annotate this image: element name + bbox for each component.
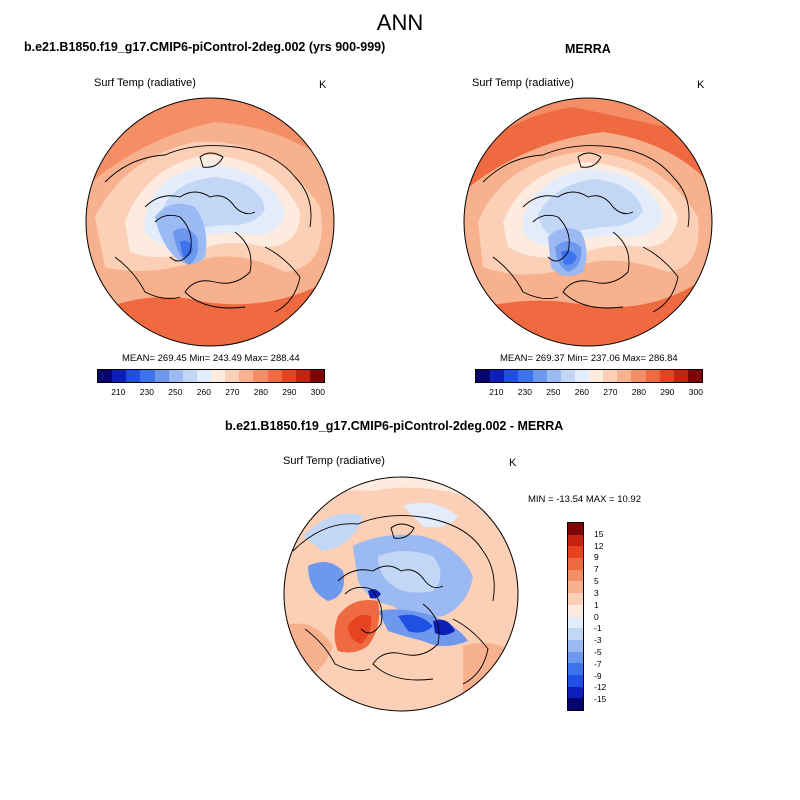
colorbar-tick-label: -3 bbox=[594, 635, 602, 646]
panel-obs-variable-label: Surf Temp (radiative) bbox=[472, 77, 574, 89]
colorbar-swatch bbox=[673, 370, 688, 382]
colorbar-swatch bbox=[225, 370, 240, 382]
panel-obs-units: K bbox=[697, 79, 705, 91]
colorbar-swatch bbox=[568, 558, 583, 570]
colorbar-swatch bbox=[568, 698, 583, 710]
panel-diff-colorbar bbox=[567, 522, 584, 711]
colorbar-swatch bbox=[568, 534, 583, 547]
colorbar-tick-label: -7 bbox=[594, 658, 602, 669]
colorbar-swatch bbox=[568, 581, 583, 594]
panel-obs-case-title: MERRA bbox=[565, 42, 611, 56]
colorbar-swatch bbox=[154, 370, 169, 382]
figure-title: ANN bbox=[376, 10, 424, 35]
colorbar-tick-label: 210 bbox=[489, 387, 504, 397]
panel-model-colorbar bbox=[97, 369, 325, 383]
colorbar-swatch bbox=[568, 616, 583, 629]
colorbar-swatch bbox=[568, 639, 583, 652]
colorbar-tick-label: 300 bbox=[688, 387, 703, 397]
colorbar-swatch bbox=[98, 370, 113, 382]
colorbar-tick-label: -1 bbox=[594, 623, 602, 634]
colorbar-tick-label: 260 bbox=[574, 387, 589, 397]
colorbar-swatch bbox=[490, 370, 505, 382]
colorbar-swatch bbox=[253, 370, 268, 382]
colorbar-swatch bbox=[532, 370, 547, 382]
colorbar-swatch bbox=[568, 674, 583, 687]
colorbar-swatch bbox=[568, 569, 583, 582]
colorbar-tick-label: 5 bbox=[594, 576, 599, 587]
colorbar-swatch bbox=[574, 370, 589, 382]
colorbar-tick-label: 270 bbox=[225, 387, 240, 397]
colorbar-tick-label: 9 bbox=[594, 552, 599, 563]
colorbar-swatch bbox=[568, 593, 583, 605]
colorbar-tick-label: 290 bbox=[660, 387, 675, 397]
colorbar-tick-label: 280 bbox=[631, 387, 646, 397]
colorbar-swatch bbox=[309, 370, 324, 382]
colorbar-swatch bbox=[568, 523, 583, 535]
panel-diff-polar-map bbox=[283, 476, 519, 712]
panel-diff-variable-label: Surf Temp (radiative) bbox=[283, 455, 385, 467]
colorbar-tick-label: 250 bbox=[546, 387, 561, 397]
panel-obs-polar-map bbox=[463, 97, 713, 347]
colorbar-tick-label: 230 bbox=[139, 387, 154, 397]
colorbar-swatch bbox=[568, 651, 583, 664]
colorbar-swatch bbox=[687, 370, 702, 382]
panel-model-case-title: b.e21.B1850.f19_g17.CMIP6-piControl-2deg… bbox=[24, 40, 386, 54]
colorbar-tick-label: 250 bbox=[168, 387, 183, 397]
panel-diff-units: K bbox=[509, 457, 517, 469]
colorbar-swatch bbox=[568, 686, 583, 699]
colorbar-swatch bbox=[568, 628, 583, 640]
colorbar-tick-label: 270 bbox=[603, 387, 618, 397]
colorbar-swatch bbox=[631, 370, 646, 382]
colorbar-tick-label: -5 bbox=[594, 646, 602, 657]
panel-obs-colorbar bbox=[475, 369, 703, 383]
colorbar-swatch bbox=[518, 370, 533, 382]
colorbar-tick-label: 290 bbox=[282, 387, 297, 397]
colorbar-swatch bbox=[196, 370, 211, 382]
colorbar-swatch bbox=[504, 370, 519, 382]
colorbar-swatch bbox=[603, 370, 618, 382]
colorbar-tick-label: 300 bbox=[310, 387, 325, 397]
colorbar-swatch bbox=[267, 370, 282, 382]
colorbar-swatch bbox=[295, 370, 310, 382]
panel-diff-stats: MIN = -13.54 MAX = 10.92 bbox=[528, 494, 642, 505]
colorbar-swatch bbox=[112, 370, 127, 382]
colorbar-tick-label: 280 bbox=[253, 387, 268, 397]
colorbar-swatch bbox=[211, 370, 226, 382]
colorbar-tick-label: 210 bbox=[111, 387, 126, 397]
panel-model-polar-map bbox=[85, 97, 335, 347]
colorbar-tick-label: 1 bbox=[594, 599, 599, 610]
colorbar-swatch bbox=[126, 370, 141, 382]
colorbar-swatch bbox=[140, 370, 155, 382]
panel-diff-case-title: b.e21.B1850.f19_g17.CMIP6-piControl-2deg… bbox=[225, 419, 564, 433]
colorbar-tick-label: 15 bbox=[594, 528, 604, 539]
colorbar-swatch bbox=[568, 604, 583, 617]
colorbar-swatch bbox=[281, 370, 296, 382]
colorbar-swatch bbox=[568, 546, 583, 559]
colorbar-tick-label: -12 bbox=[594, 682, 607, 693]
colorbar-swatch bbox=[568, 663, 583, 675]
colorbar-tick-label: 260 bbox=[196, 387, 211, 397]
colorbar-tick-label: 7 bbox=[594, 564, 599, 575]
colorbar-swatch bbox=[560, 370, 575, 382]
colorbar-swatch bbox=[476, 370, 491, 382]
panel-model-variable-label: Surf Temp (radiative) bbox=[94, 77, 196, 89]
colorbar-swatch bbox=[617, 370, 632, 382]
colorbar-tick-label: 3 bbox=[594, 587, 599, 598]
panel-obs-stats: MEAN= 269.37 Min= 237.06 Max= 286.84 bbox=[500, 353, 678, 364]
panel-model-stats: MEAN= 269.45 Min= 243.49 Max= 288.44 bbox=[122, 353, 300, 364]
colorbar-swatch bbox=[239, 370, 254, 382]
colorbar-swatch bbox=[645, 370, 660, 382]
colorbar-swatch bbox=[182, 370, 197, 382]
colorbar-tick-label: 0 bbox=[594, 611, 599, 622]
colorbar-swatch bbox=[589, 370, 604, 382]
colorbar-tick-label: -15 bbox=[594, 694, 607, 705]
colorbar-tick-label: -9 bbox=[594, 670, 602, 681]
colorbar-swatch bbox=[546, 370, 561, 382]
colorbar-swatch bbox=[168, 370, 183, 382]
panel-model-units: K bbox=[319, 79, 327, 91]
colorbar-tick-label: 12 bbox=[594, 540, 604, 551]
colorbar-swatch bbox=[659, 370, 674, 382]
colorbar-tick-label: 230 bbox=[517, 387, 532, 397]
